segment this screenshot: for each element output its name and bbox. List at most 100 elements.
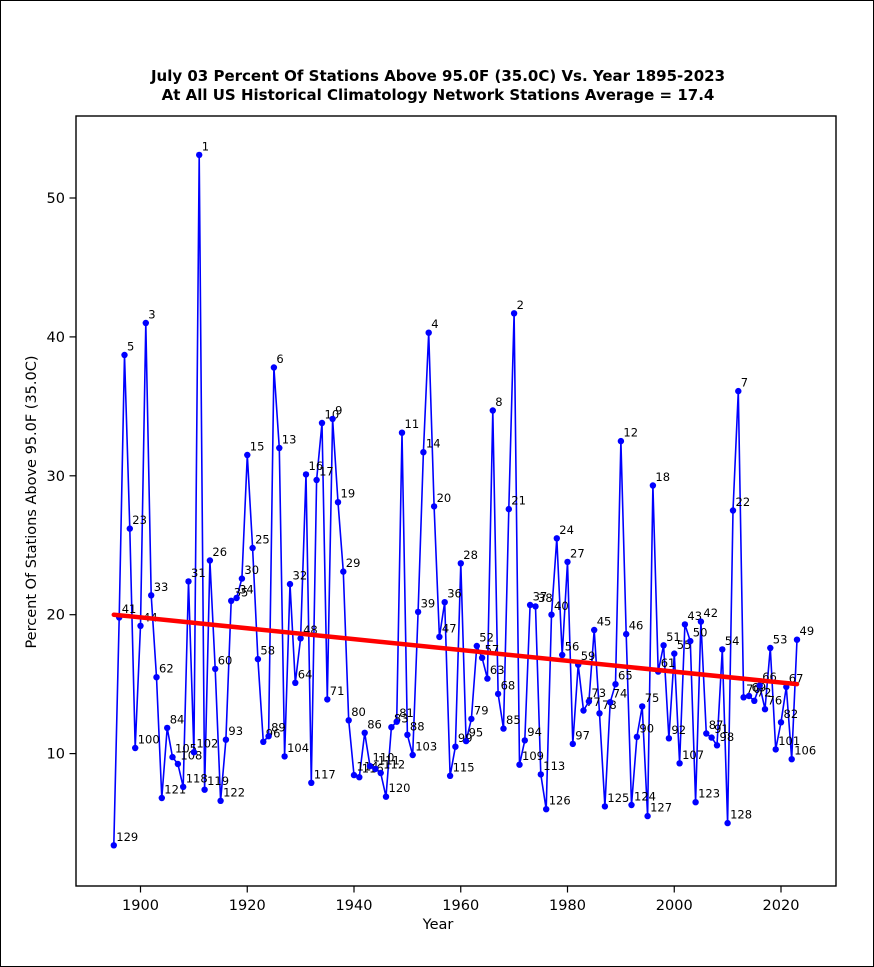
y-tick-label: 30: [47, 469, 65, 485]
point-rank-label: 9: [335, 403, 342, 417]
point-rank-label: 39: [421, 596, 436, 610]
point-rank-label: 117: [314, 767, 336, 781]
data-point: [526, 601, 534, 609]
point-rank-label: 94: [527, 725, 542, 739]
point-rank-label: 80: [351, 705, 366, 719]
point-rank-label: 33: [154, 580, 169, 594]
point-rank-label: 7: [741, 376, 748, 390]
data-point: [281, 753, 288, 760]
point-rank-label: 90: [639, 721, 654, 735]
data-point: [553, 535, 560, 542]
data-point: [617, 437, 625, 445]
point-rank-label: 82: [784, 707, 799, 721]
point-rank-label: 95: [469, 726, 484, 740]
point-rank-label: 88: [410, 719, 425, 733]
data-point: [767, 644, 774, 652]
data-point: [340, 568, 347, 575]
data-point: [436, 633, 443, 641]
point-rank-label: 119: [207, 774, 229, 788]
point-rank-label: 3: [148, 308, 155, 322]
y-tick-label: 10: [47, 747, 65, 763]
point-rank-label: 91: [714, 722, 729, 736]
data-point: [164, 724, 171, 732]
data-point: [623, 630, 630, 638]
data-point: [430, 503, 438, 510]
point-rank-label: 5: [127, 340, 134, 354]
point-rank-label: 40: [554, 599, 569, 613]
data-point: [788, 756, 795, 763]
point-rank-label: 92: [671, 723, 686, 737]
point-rank-label: 18: [655, 470, 670, 484]
point-rank-label: 129: [116, 830, 138, 844]
point-rank-label: 111: [378, 753, 400, 767]
point-rank-label: 8: [495, 395, 502, 409]
data-point: [489, 407, 496, 414]
point-rank-label: 85: [506, 713, 521, 727]
point-rank-label: 51: [666, 630, 681, 644]
point-rank-label: 27: [570, 546, 585, 560]
data-point: [158, 794, 165, 802]
data-point: [190, 749, 198, 756]
point-rank-label: 89: [271, 721, 286, 735]
point-rank-label: 60: [218, 653, 233, 667]
data-point: [201, 786, 208, 793]
data-point: [270, 364, 278, 371]
point-rank-label: 73: [591, 686, 606, 700]
data-point: [238, 575, 246, 582]
data-point: [516, 761, 523, 768]
data-point: [532, 603, 539, 610]
point-rank-label: 106: [794, 744, 816, 758]
data-point: [446, 772, 454, 779]
data-point: [126, 525, 133, 532]
data-point: [548, 611, 555, 618]
point-rank-label: 93: [228, 724, 243, 738]
data-point: [628, 801, 635, 809]
point-rank-label: 23: [132, 513, 147, 527]
data-point: [356, 774, 363, 781]
data-point: [681, 621, 689, 628]
point-rank-label: 112: [383, 758, 405, 772]
y-tick-label: 50: [47, 191, 65, 207]
x-axis-title: Year: [422, 917, 454, 933]
data-point: [543, 806, 550, 813]
data-point: [729, 507, 737, 514]
point-rank-label: 43: [687, 609, 702, 623]
data-point: [761, 706, 769, 713]
point-rank-label: 110: [373, 751, 395, 765]
point-rank-label: 86: [367, 717, 382, 731]
data-point: [751, 697, 758, 704]
data-point: [286, 580, 294, 588]
point-rank-label: 1: [202, 139, 209, 153]
point-rank-label: 49: [800, 624, 815, 638]
point-rank-label: 76: [768, 694, 783, 708]
point-rank-label: 12: [623, 426, 638, 440]
data-point: [676, 760, 683, 767]
data-point: [260, 738, 267, 745]
data-point: [719, 646, 726, 653]
point-rank-label: 58: [260, 644, 275, 658]
point-rank-label: 21: [511, 494, 526, 508]
point-rank-label: 75: [645, 691, 660, 705]
data-point: [639, 703, 646, 710]
point-rank-label: 68: [501, 678, 516, 692]
data-point: [196, 151, 203, 159]
point-rank-label: 31: [191, 566, 206, 580]
data-point: [537, 771, 544, 778]
point-rank-label: 72: [757, 685, 772, 699]
data-point: [697, 618, 705, 625]
data-point: [372, 765, 379, 773]
data-point: [724, 819, 731, 827]
point-rank-label: 120: [389, 781, 411, 795]
x-tick-label: 1960: [442, 898, 479, 914]
data-point: [206, 557, 214, 564]
point-rank-label: 41: [122, 602, 137, 616]
data-point: [398, 429, 406, 436]
data-point: [185, 578, 192, 585]
point-rank-label: 47: [442, 621, 457, 635]
data-point: [644, 812, 651, 820]
point-rank-label: 30: [244, 563, 259, 577]
point-rank-label: 62: [159, 662, 174, 676]
data-point: [585, 698, 593, 705]
point-rank-label: 102: [196, 737, 218, 751]
